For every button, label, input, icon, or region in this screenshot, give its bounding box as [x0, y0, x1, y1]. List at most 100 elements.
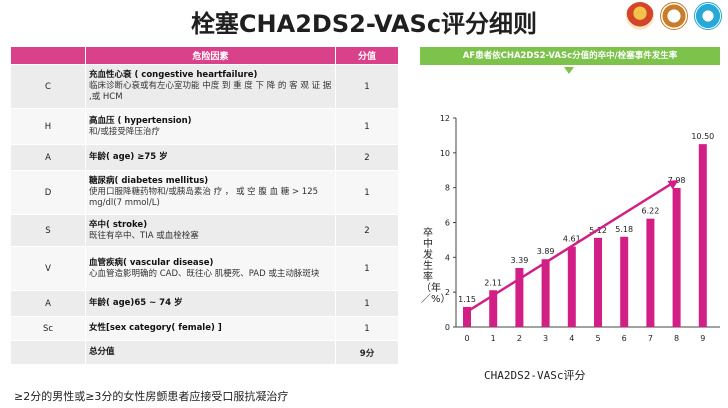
table-row: S 卒中( stroke) 既往有卒中、TIA 或血栓栓塞 2	[10, 214, 399, 247]
data-label: 3.89	[537, 247, 555, 256]
row-code: V	[10, 246, 86, 291]
row-score: 1	[335, 108, 399, 145]
bar	[567, 246, 576, 327]
x-tick-label: 8	[674, 334, 679, 343]
table-row: C 充血性心衰 ( congestive heartfailure) 临床诊断心…	[10, 64, 399, 109]
row-score: 9分	[335, 340, 399, 365]
row-term: 血管疾病( vascular disease)	[89, 257, 214, 268]
row-term: 年龄( age)65 ~ 74 岁	[89, 298, 183, 308]
table-header-row: 危险因素 分值	[10, 46, 399, 65]
x-tick-label: 4	[569, 334, 574, 343]
row-code: S	[10, 214, 86, 247]
row-term: 卒中( stroke)	[89, 219, 148, 230]
bar	[541, 259, 550, 327]
x-tick-label: 6	[622, 334, 627, 343]
data-label: 10.50	[691, 132, 714, 141]
x-tick-label: 5	[595, 334, 600, 343]
row-description: 女性[sex category( female) ]	[85, 316, 336, 341]
table-row: A 年龄( age)65 ~ 74 岁 1	[10, 290, 399, 317]
total-score: 9分	[359, 348, 375, 359]
table-row: V 血管疾病( vascular disease) 心血管造影明确的 CAD、既…	[10, 246, 399, 291]
row-score: 1	[335, 246, 399, 291]
data-label: 5.18	[615, 225, 633, 234]
table-row: Sc 女性[sex category( female) ] 1	[10, 316, 399, 341]
x-tick-label: 3	[543, 334, 548, 343]
data-label: 2.11	[484, 278, 502, 287]
row-description: 卒中( stroke) 既往有卒中、TIA 或血栓栓塞	[85, 214, 336, 247]
row-code: D	[10, 170, 86, 215]
trend-arrow-line	[464, 181, 674, 315]
row-detail: 使用口服降糖药物和/或胰岛素治 疗 ， 或 空 腹 血 糖 > 125 mg/d…	[89, 187, 319, 208]
y-tick-label: 4	[445, 253, 450, 262]
row-code: H	[10, 108, 86, 145]
row-code: A	[10, 144, 86, 171]
x-tick-label: 2	[517, 334, 522, 343]
page-title: 栓塞CHA2DS2-VASc评分细则	[190, 10, 538, 38]
row-code: Sc	[10, 316, 86, 341]
table-row: A 年龄( age) ≥75 岁 2	[10, 144, 399, 171]
header-risk-factor: 危险因素	[85, 46, 336, 65]
data-label: 1.15	[458, 295, 476, 304]
row-term: 女性[sex category( female) ]	[89, 323, 222, 333]
row-code: C	[10, 64, 86, 109]
row-term: 充血性心衰 ( congestive heartfailure)	[89, 70, 258, 80]
table-row: D 糖尿病( diabetes mellitus) 使用口服降糖药物和/或胰岛素…	[10, 170, 399, 215]
x-tick-label: 1	[491, 334, 496, 343]
row-description: 年龄( age)65 ~ 74 岁	[85, 290, 336, 317]
arrow-down-icon	[564, 67, 574, 74]
bar	[620, 236, 629, 327]
y-axis-label: 卒中发生率（年／%）	[421, 228, 451, 305]
row-detail: 心血管造影明确的 CAD、既往心 肌梗死、PAD 或主动脉斑块	[89, 268, 320, 279]
row-description: 糖尿病( diabetes mellitus) 使用口服降糖药物和/或胰岛素治 …	[85, 170, 336, 215]
row-description: 总分值	[85, 340, 336, 365]
row-detail: 临床诊断心衰或有左心室功能 中度 到 重 度 下 降 的 客 观 证 据 ,或 …	[89, 81, 332, 102]
y-tick-label: 6	[445, 219, 450, 228]
row-detail: 和/或接受降压治疗	[89, 126, 160, 137]
row-description: 高血压 ( hypertension) 和/或接受降压治疗	[85, 108, 336, 145]
table-row: H 高血压 ( hypertension) 和/或接受降压治疗 1	[10, 108, 399, 145]
table-total-row: 总分值 9分	[10, 340, 399, 365]
row-detail: 既往有卒中、TIA 或血栓栓塞	[89, 230, 199, 241]
bar	[646, 218, 655, 327]
y-tick-label: 8	[445, 184, 450, 193]
row-score: 1	[335, 170, 399, 215]
y-tick-label: 10	[440, 149, 450, 158]
row-score: 1	[335, 316, 399, 341]
header-code	[10, 46, 86, 65]
hospital-logo-icon	[694, 2, 722, 30]
row-score: 1	[335, 64, 399, 109]
x-axis-label: CHA2DS2-VASc评分	[484, 369, 586, 382]
row-code	[10, 340, 86, 365]
bar	[698, 144, 707, 327]
congress-logo-icon	[626, 2, 654, 30]
society-seal-icon	[660, 2, 688, 30]
row-description: 年龄( age) ≥75 岁	[85, 144, 336, 171]
chart-header-banner: AF患者依CHA2DS2-VASc分值的卒中/栓塞事件发生率	[420, 47, 720, 65]
footnote: ≥2分的男性或≥3分的女性房颤患者应接受口服抗凝治疗	[14, 390, 289, 403]
y-tick-label: 0	[445, 323, 450, 332]
row-term: 年龄( age) ≥75 岁	[89, 152, 168, 162]
header-score: 分值	[335, 46, 399, 65]
bar	[672, 188, 681, 327]
bar	[515, 267, 524, 327]
y-tick-label: 12	[440, 114, 450, 123]
row-score: 2	[335, 214, 399, 247]
trend-arrow-head	[667, 180, 679, 190]
stroke-rate-bar-chart: 02468101201.1512.1123.3933.8944.6155.126…	[440, 114, 720, 343]
data-label: 3.39	[510, 256, 528, 265]
bar	[463, 306, 471, 327]
data-label: 4.61	[563, 235, 581, 244]
row-score: 1	[335, 290, 399, 317]
row-description: 充血性心衰 ( congestive heartfailure) 临床诊断心衰或…	[85, 64, 336, 109]
row-term: 总分值	[89, 347, 115, 357]
y-tick-label: 2	[445, 288, 450, 297]
data-label: 6.22	[641, 207, 659, 216]
row-description: 血管疾病( vascular disease) 心血管造影明确的 CAD、既往心…	[85, 246, 336, 291]
x-tick-label: 0	[464, 334, 469, 343]
bar	[489, 290, 498, 327]
bar	[594, 237, 602, 327]
logo-group	[626, 2, 722, 30]
risk-factor-table: 危险因素 分值 C 充血性心衰 ( congestive heartfailur…	[10, 46, 399, 365]
row-score: 2	[335, 144, 399, 171]
x-tick-label: 7	[648, 334, 653, 343]
